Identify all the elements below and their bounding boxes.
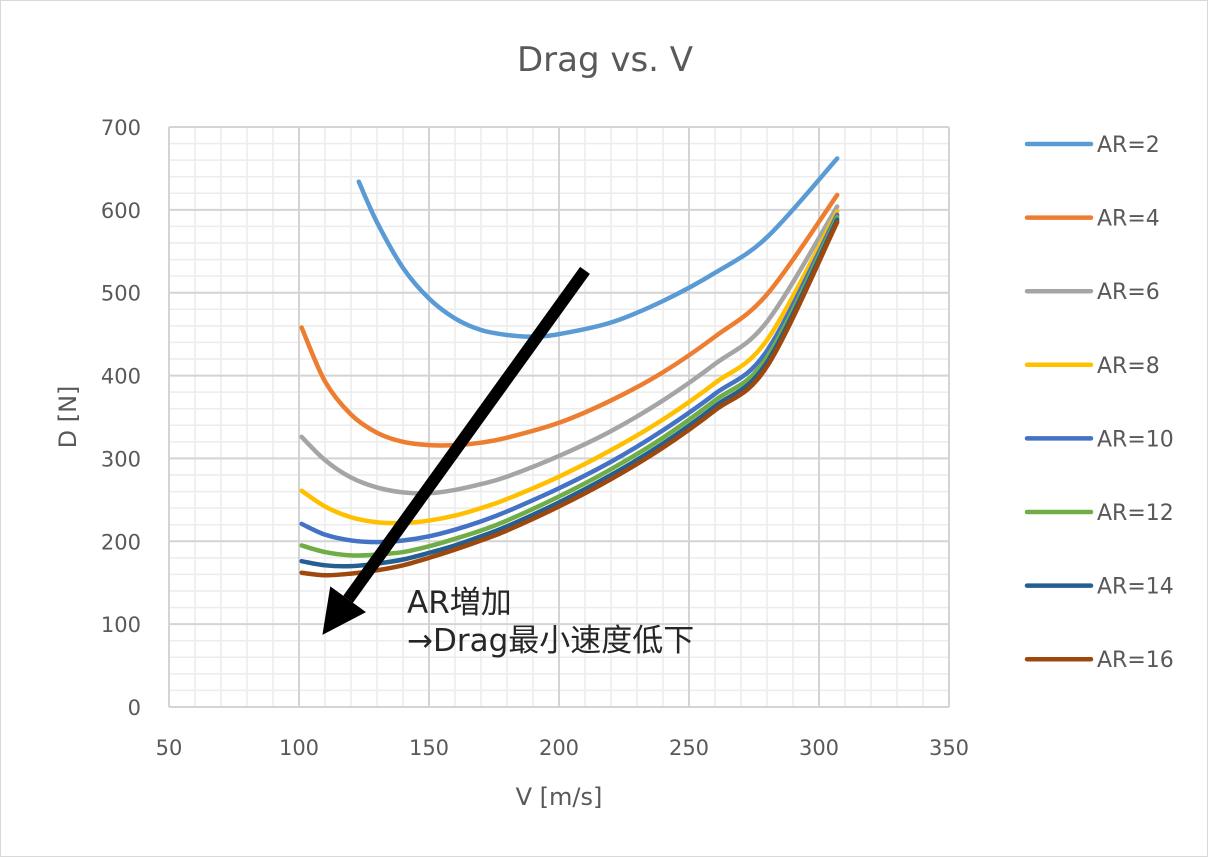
y-tick-label: 400 <box>101 365 141 389</box>
annotation-text-line: →Drag最小速度低下 <box>407 623 694 659</box>
tick-labels: 50 100 150 200 250 300 350 0 100 200 300 400 500 600 7… <box>101 116 969 760</box>
series-lines <box>299 156 840 578</box>
series-line-ar-4 <box>299 192 840 448</box>
series-line-ar-2 <box>356 156 840 339</box>
legend-label: AR=16 <box>1097 648 1174 673</box>
legend-label: AR=14 <box>1097 575 1174 600</box>
chart-title: Drag vs. V <box>517 40 693 80</box>
series-line-ar-10 <box>299 212 840 545</box>
y-axis-title: D [N] <box>54 386 82 449</box>
legend-label: AR=12 <box>1097 501 1174 526</box>
x-tick-label: 300 <box>799 736 839 760</box>
annotation-text-line: AR増加 <box>407 585 512 621</box>
y-tick-label: 200 <box>101 530 141 554</box>
annotation-arrowhead <box>322 586 366 635</box>
y-tick-label: 500 <box>101 282 141 306</box>
x-tick-label: 100 <box>279 736 319 760</box>
series-line-ar-14 <box>299 217 840 569</box>
x-tick-label: 250 <box>669 736 709 760</box>
y-tick-label: 100 <box>101 613 141 637</box>
series-line-ar-12 <box>299 215 840 558</box>
series-line-ar-6 <box>299 204 840 496</box>
annotation: AR増加→Drag最小速度低下 <box>322 266 694 659</box>
legend-label: AR=10 <box>1097 427 1174 452</box>
annotation-arrow-shaft <box>343 266 590 603</box>
y-tick-label: 300 <box>101 447 141 471</box>
y-tick-label: 0 <box>128 696 141 720</box>
x-tick-label: 350 <box>929 736 969 760</box>
x-tick-label: 150 <box>409 736 449 760</box>
y-tick-label: 600 <box>101 199 141 223</box>
x-axis-title: V [m/s] <box>516 783 603 811</box>
legend: AR=2 AR=4 AR=6 AR=8 AR=10 AR=12 AR=14 AR=16 <box>1024 133 1174 673</box>
legend-label: AR=2 <box>1097 133 1160 158</box>
x-tick-label: 200 <box>539 736 579 760</box>
x-tick-label: 50 <box>156 736 183 760</box>
legend-label: AR=4 <box>1097 207 1160 232</box>
y-tick-label: 700 <box>101 116 141 140</box>
series-line-ar-8 <box>299 209 840 526</box>
legend-label: AR=8 <box>1097 354 1160 379</box>
legend-label: AR=6 <box>1097 280 1160 305</box>
